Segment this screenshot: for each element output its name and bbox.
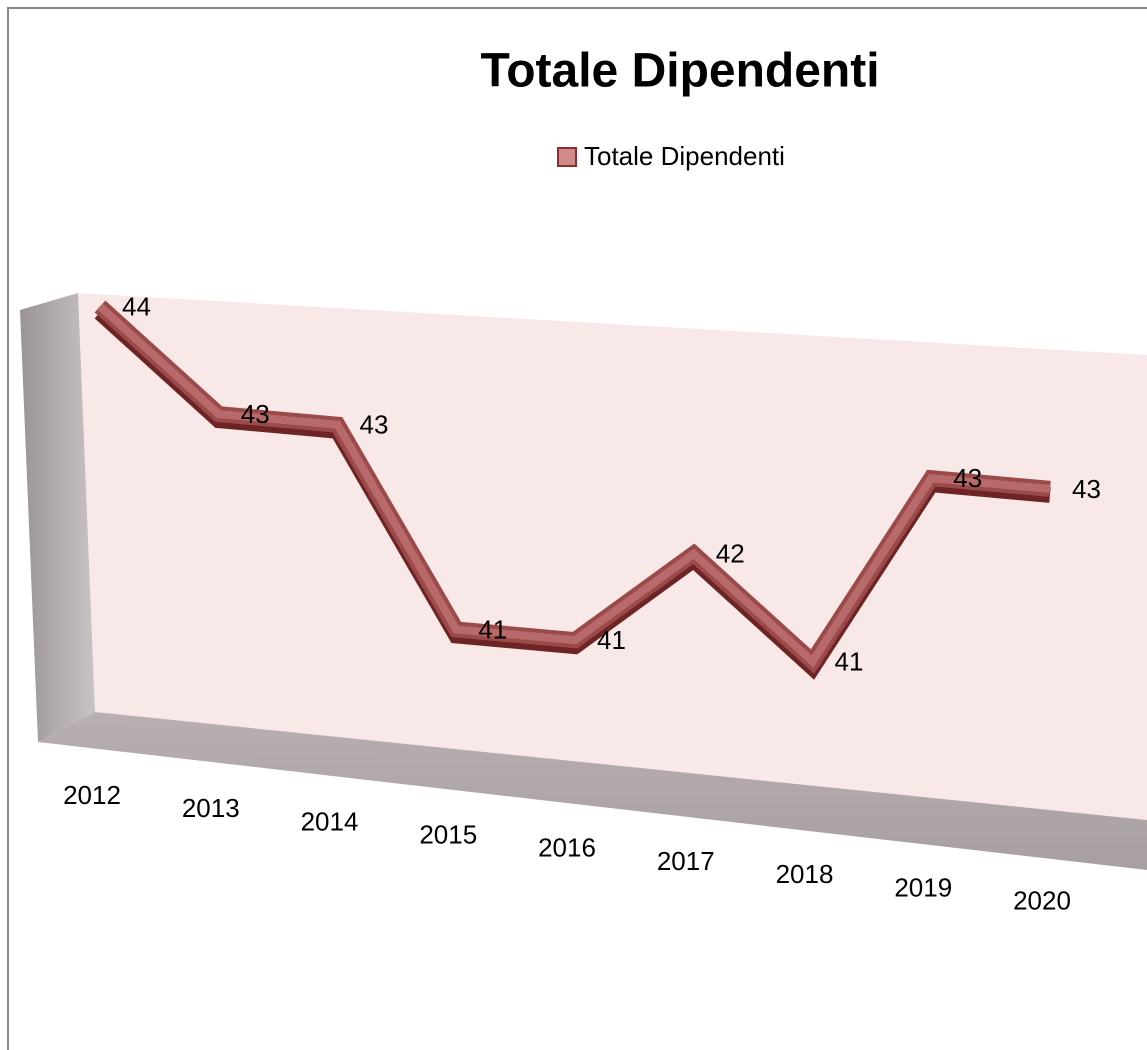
ribbon-highlight xyxy=(97,303,1051,668)
side-wall xyxy=(20,293,95,742)
floor xyxy=(38,712,1147,870)
x-tick-label: 2012 xyxy=(63,780,121,810)
data-label: 43 xyxy=(360,410,389,440)
data-label: 41 xyxy=(835,646,864,676)
x-tick-label: 2018 xyxy=(776,859,834,889)
data-label: 43 xyxy=(241,399,270,429)
data-label: 44 xyxy=(122,291,151,321)
x-tick-label: 2013 xyxy=(182,793,240,823)
legend-label: Totale Dipendenti xyxy=(584,141,785,171)
legend-swatch xyxy=(557,147,577,167)
data-label: 43 xyxy=(1072,474,1101,504)
x-tick-label: 2019 xyxy=(894,872,952,902)
x-tick-label: 2014 xyxy=(301,806,359,836)
chart-title: Totale Dipendenti xyxy=(480,45,879,98)
x-tick-label: 2020 xyxy=(1013,885,1071,915)
data-label: 41 xyxy=(597,625,626,655)
x-tick-label: 2015 xyxy=(419,819,477,849)
data-label: 41 xyxy=(478,614,507,644)
data-label: 42 xyxy=(716,539,745,569)
x-tick-label: 2016 xyxy=(538,833,596,863)
data-label: 43 xyxy=(953,463,982,493)
x-tick-label: 2017 xyxy=(657,846,715,876)
